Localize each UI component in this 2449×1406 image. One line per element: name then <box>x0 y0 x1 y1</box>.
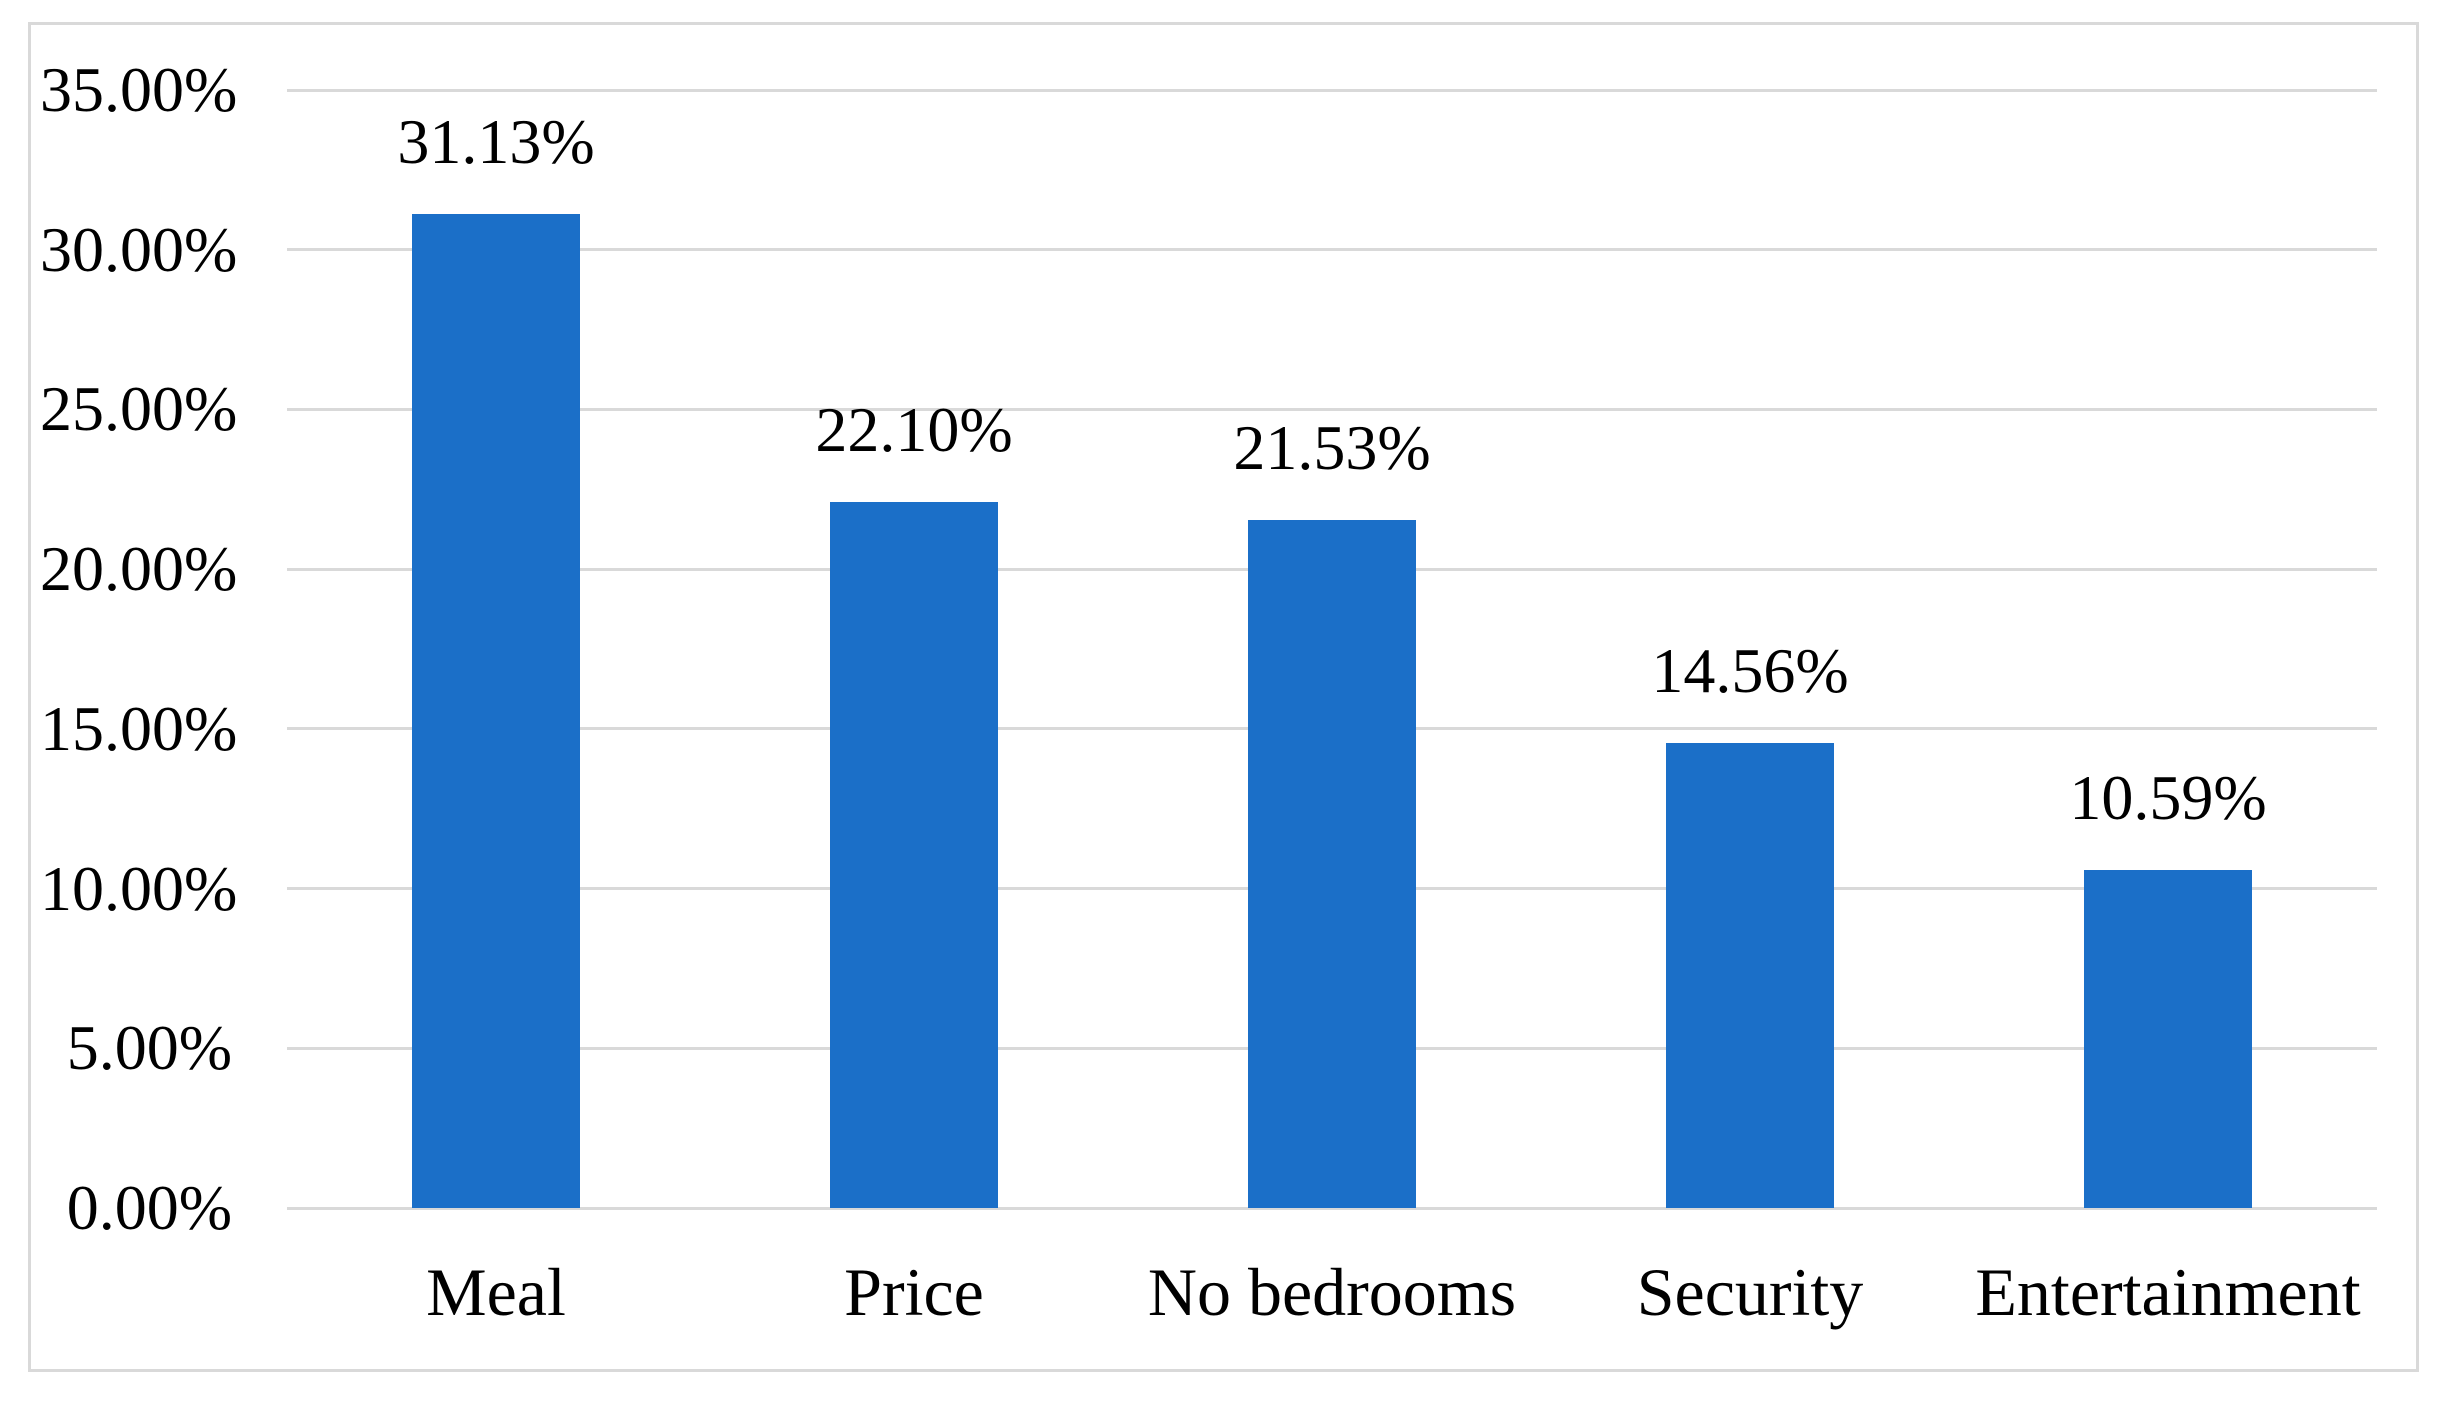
bar-security <box>1666 742 1834 1208</box>
gridline <box>287 1206 2377 1210</box>
y-axis-tick-label: 25.00% <box>40 373 238 445</box>
y-axis-tick-label: 15.00% <box>40 692 238 764</box>
y-axis-tick-label: 30.00% <box>40 213 238 285</box>
plot-area: 31.13% 22.10% 21.53% 14.56% 10.59% <box>287 88 2377 1210</box>
y-axis-tick-label: 10.00% <box>40 852 238 924</box>
bar-meal <box>412 213 580 1208</box>
bar-entertainment <box>2084 869 2252 1208</box>
x-axis-category-label-no-bedrooms: No bedrooms <box>1147 1254 1517 1330</box>
bar-value-label-no-bedrooms: 21.53% <box>1233 412 1431 484</box>
x-axis-category-label-price: Price <box>844 1254 984 1330</box>
bar-value-label-price: 22.10% <box>815 394 1013 466</box>
y-axis-tick-label: 0.00% <box>66 1172 232 1243</box>
gridline <box>287 248 2377 252</box>
x-axis-category-label-meal: Meal <box>426 1254 566 1330</box>
bar-no-bedrooms <box>1248 520 1416 1208</box>
y-axis-tick-label: 5.00% <box>66 1012 232 1084</box>
y-axis-tick-label: 35.00% <box>40 54 238 125</box>
x-axis-category-label-entertainment: Entertainment <box>1975 1254 2361 1330</box>
bar-value-label-entertainment: 10.59% <box>2069 761 2267 833</box>
bar-price <box>830 502 998 1208</box>
bar-value-label-meal: 31.13% <box>397 105 595 177</box>
gridline <box>287 407 2377 411</box>
y-axis-tick-label: 20.00% <box>40 533 238 605</box>
gridline <box>287 88 2377 92</box>
bar-value-label-security: 14.56% <box>1651 634 1849 706</box>
x-axis-category-label-security: Security <box>1636 1254 1864 1330</box>
